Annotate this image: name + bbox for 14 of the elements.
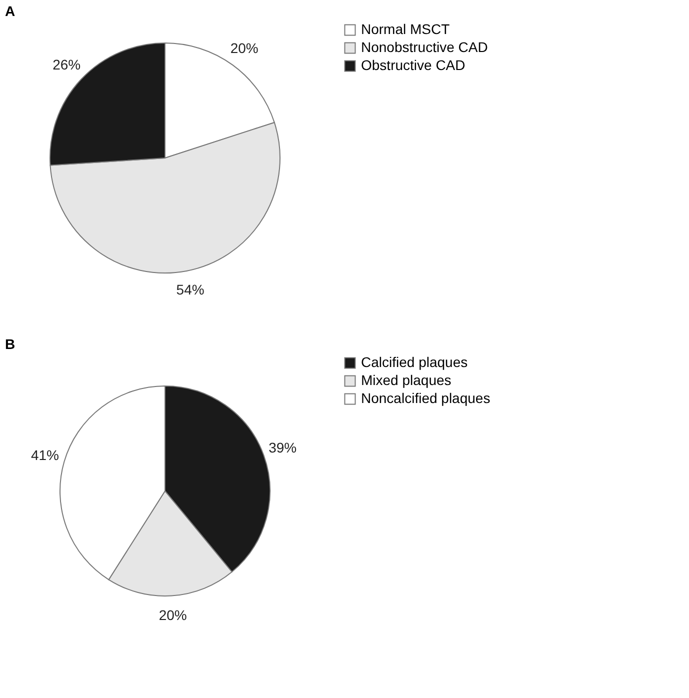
data-label: 41% xyxy=(30,447,59,464)
data-label: 20% xyxy=(230,40,258,56)
legend-label: Normal MSCT xyxy=(361,21,450,37)
data-label: 54% xyxy=(176,282,204,298)
chart-title: A xyxy=(5,3,16,19)
chart-title: B xyxy=(5,336,16,352)
legend-label: Mixed plaques xyxy=(361,372,452,388)
data-label: 20% xyxy=(158,606,187,623)
legend-label: Noncalcified plaques xyxy=(361,390,490,406)
legend-label: Obstructive CAD xyxy=(361,57,466,73)
legend-label: Calcified plaques xyxy=(361,354,468,370)
data-label: 39% xyxy=(268,440,297,456)
data-label: 26% xyxy=(52,56,81,73)
legend-label: Nonobstructive CAD xyxy=(361,39,488,55)
